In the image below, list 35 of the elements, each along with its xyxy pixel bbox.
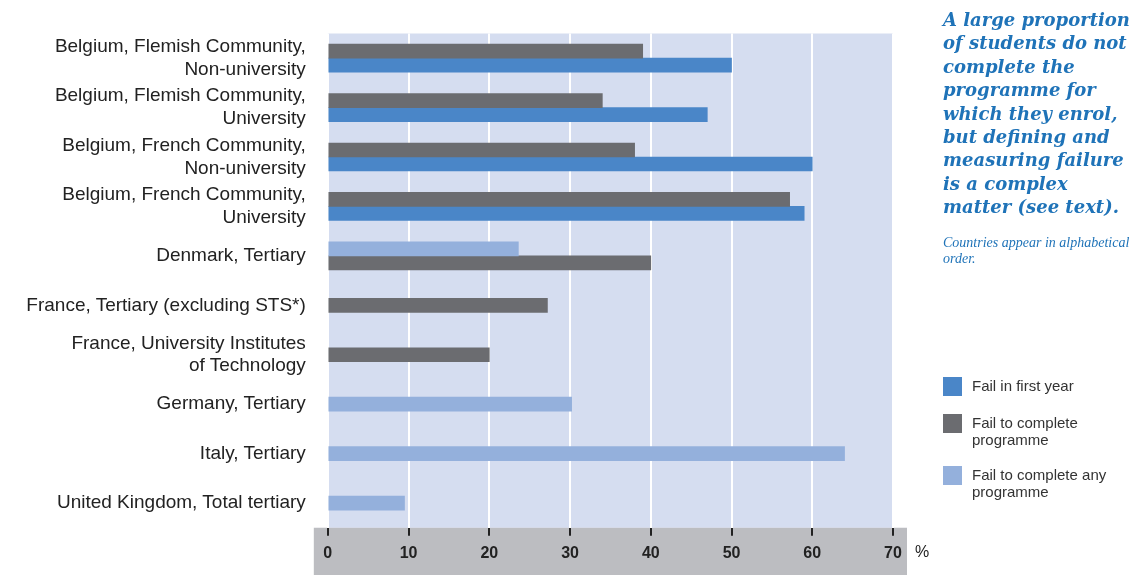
y-tick-label: Denmark, Tertiary (156, 244, 307, 266)
y-tick-label: Belgium, Flemish Community, University (54, 84, 307, 129)
x-tick-label: 30 (561, 543, 580, 561)
y-tick-label: Belgium, Flemish Community, Non-university (54, 34, 307, 79)
x-tick-label: 60 (803, 543, 822, 561)
legend-label: Fail in first year (972, 376, 1075, 394)
legend-label: Fail to complete any programme (972, 465, 1108, 500)
x-tick-label: 40 (641, 543, 660, 561)
x-tick-label: 10 (399, 543, 418, 561)
x-tick-label: 50 (722, 543, 741, 561)
bar (328, 396, 572, 412)
bar (328, 347, 490, 363)
bar (328, 446, 845, 461)
y-tick-label: Italy, Tertiary (199, 441, 307, 463)
bar (328, 43, 644, 59)
bar (328, 495, 405, 511)
legend-label: Fail to complete programme (972, 413, 1079, 448)
bar (328, 156, 813, 172)
y-tick-label: United Kingdom, Total tertiary (56, 491, 307, 513)
x-tick-label: 70 (884, 543, 902, 561)
bar (328, 93, 603, 108)
chart-title: A large proportion of students do not complete the programme for which they enrol, but defining and measuring failure is a complex matter (see text). (943, 9, 1130, 218)
y-tick-label: France, University Institutes of Technology (71, 331, 307, 376)
x-tick-label: 20 (480, 543, 499, 561)
y-tick-label: France, Tertiary (excluding STS*) (26, 293, 306, 315)
bar (328, 142, 635, 158)
bar (328, 107, 708, 122)
y-tick-label: Belgium, French Community, Non-university (62, 133, 307, 178)
y-tick-label: Belgium, French Community, University (62, 183, 307, 228)
x-tick-label: 0 (323, 543, 333, 561)
text: Countries appear in alphabetical order. (943, 234, 1131, 267)
bar (328, 241, 519, 257)
x-axis-title: % (915, 543, 930, 561)
bar (328, 297, 548, 313)
y-tick-label: Germany, Tertiary (156, 392, 307, 414)
